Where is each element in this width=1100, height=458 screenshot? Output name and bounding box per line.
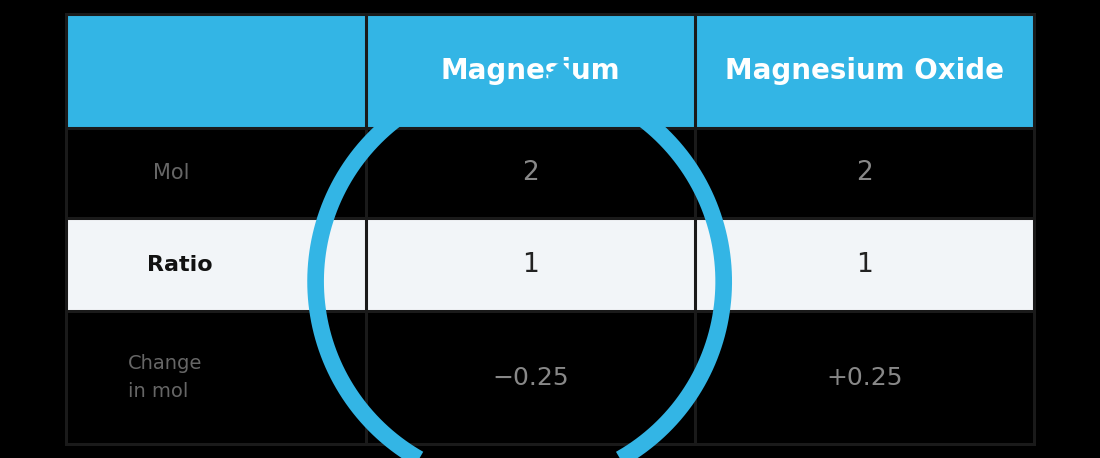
Text: 2: 2 [856, 160, 873, 186]
Text: 1: 1 [856, 251, 873, 278]
Bar [66, 218, 1034, 311]
Text: Change
in mol: Change in mol [128, 354, 202, 401]
Text: Magnesium: Magnesium [441, 57, 620, 85]
Text: 1: 1 [522, 251, 539, 278]
Bar [66, 14, 1034, 128]
Bar [66, 128, 1034, 218]
Text: Mol: Mol [153, 163, 189, 183]
Text: 2: 2 [522, 160, 539, 186]
Bar [66, 311, 1034, 444]
Text: +0.25: +0.25 [826, 365, 903, 390]
Text: Magnesium Oxide: Magnesium Oxide [725, 57, 1004, 85]
Text: Ratio: Ratio [147, 255, 212, 274]
Text: −0.25: −0.25 [493, 365, 569, 390]
